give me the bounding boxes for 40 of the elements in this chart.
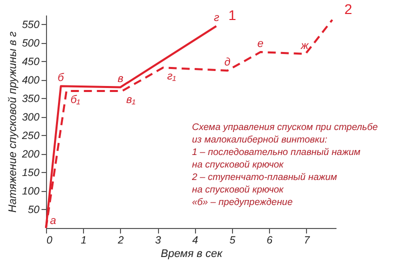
annotation: 1 – последовательно плавный нажим xyxy=(192,147,361,158)
annotation: а xyxy=(50,215,56,227)
series-label: 2 xyxy=(344,0,352,17)
annotation: на спусковой крючок xyxy=(192,160,284,170)
y-tick-label: 100 xyxy=(22,185,40,198)
annotation: Схема управления спуском при стрельбе xyxy=(192,122,378,133)
annotation: в xyxy=(118,73,124,86)
x-tick-label: 6 xyxy=(266,234,273,246)
x-tick-label: 7 xyxy=(304,234,311,246)
x-tick-label: 3 xyxy=(155,234,162,246)
x-tick-label: 5 xyxy=(229,234,236,246)
annotation: 2 – ступенчато-плавный нажим xyxy=(191,172,338,183)
y-tick-label: 50 xyxy=(28,204,40,216)
annotation: ж xyxy=(300,40,309,52)
annotation: в₁ xyxy=(126,94,136,106)
x-tick-label: 4 xyxy=(192,234,198,246)
x-tick-label: 0 xyxy=(46,234,52,246)
annotation: г xyxy=(214,12,220,24)
annotation: «б» – предупреждение xyxy=(192,197,293,208)
y-tick-label: 550 xyxy=(22,18,40,31)
annotation: г₁ xyxy=(167,70,177,83)
annotation: е xyxy=(257,38,264,50)
y-tick-label: 150 xyxy=(22,166,40,179)
x-tick-label: 1 xyxy=(80,234,87,246)
x-tick-label: 2 xyxy=(116,234,124,246)
x-axis-title: Время в сек xyxy=(160,248,224,260)
series-label: 1 xyxy=(228,7,236,24)
y-tick-label: 500 xyxy=(22,37,40,50)
y-tick-label: 450 xyxy=(22,56,40,68)
y-tick-label: 300 xyxy=(22,111,40,124)
y-tick-label: 200 xyxy=(20,148,40,160)
annotation: д xyxy=(224,56,230,69)
annotation: из малокалиберной винтовки: xyxy=(192,134,328,146)
annotation: на спусковой крючок xyxy=(192,184,284,196)
annotation: б₁ xyxy=(70,94,81,106)
y-tick-label: 400 xyxy=(22,74,40,86)
y-axis-title: Натяжение спусковой пружины в г xyxy=(6,30,19,213)
y-tick-label: 250 xyxy=(20,130,40,142)
annotation: б xyxy=(58,72,65,84)
y-tick-label: 350 xyxy=(22,92,40,105)
